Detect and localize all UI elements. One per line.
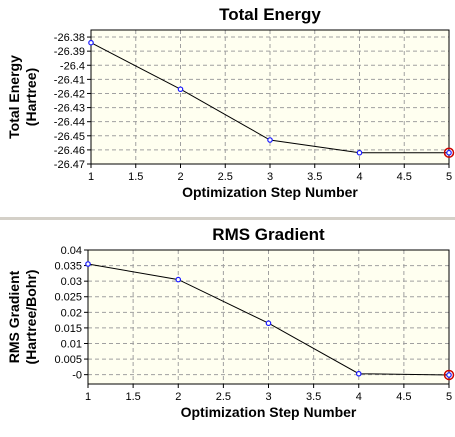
rms-data-point — [265, 320, 272, 327]
rms-x-tick-label: 2 — [175, 391, 181, 403]
energy-x-tick-label: 4.5 — [397, 171, 412, 183]
energy-x-tick-label: 2.5 — [218, 171, 233, 183]
rms-x-tick-label: 3 — [265, 391, 271, 403]
rms-plot-frame — [87, 249, 450, 385]
rms-gradient-chart-panel: RMS Gradient 1 1.5 2 2.5 3 3.5 4 4.5 5 0.04 0.035 0.… — [0, 220, 455, 437]
energy-title: Total Energy — [219, 5, 321, 24]
energy-data-point — [356, 149, 363, 156]
energy-x-tick-label: 5 — [446, 171, 452, 183]
rms-data-point — [446, 372, 452, 378]
energy-y-tick-label: -26.46 — [54, 145, 85, 157]
energy-highlight-ring — [443, 147, 455, 158]
energy-x-tick-label: 3.5 — [307, 171, 322, 183]
energy-y-tick-label: -26.45 — [54, 131, 85, 143]
energy-x-tick-label: 2 — [177, 171, 183, 183]
rms-y-tick-label: 0.03 — [61, 276, 82, 288]
rms-y-tick-label: -0 — [72, 370, 82, 382]
rms-x-tick-label: 3.5 — [306, 391, 321, 403]
rms-y-tick-label: 0.035 — [54, 261, 82, 273]
rms-x-tick-label: 4 — [356, 391, 362, 403]
rms-y-tick-label: 0.02 — [61, 307, 82, 319]
energy-x-axis-title: Optimization Step Number — [182, 184, 358, 200]
rms-x-axis-title: Optimization Step Number — [181, 404, 357, 420]
total-energy-chart-panel: Total Energy 1 1.5 2 2.5 3 3.5 4 4.5 5 -26.38 -26.3… — [0, 0, 455, 217]
energy-y-tick-label: -26.43 — [54, 103, 85, 115]
rms-y-tick-label: 0.01 — [61, 338, 82, 350]
energy-x-tick-label: 4 — [356, 171, 362, 183]
rms-y-tick-label: 0.015 — [54, 323, 82, 335]
energy-y-axis-title: Total Energy — [6, 55, 22, 139]
energy-plot-frame — [90, 29, 450, 165]
energy-y-tick-label: -26.47 — [54, 159, 85, 171]
rms-y-tick-label: 0.025 — [54, 292, 82, 304]
energy-x-tick-label: 1.5 — [128, 171, 143, 183]
rms-x-tick-label: 1 — [85, 391, 91, 403]
rms-x-tick-label: 4.5 — [396, 391, 411, 403]
energy-y-tick-label: -26.39 — [54, 46, 85, 58]
rms-data-point — [85, 261, 91, 267]
rms-y-axis-title: RMS Gradient — [6, 270, 22, 363]
energy-data-point — [177, 86, 184, 93]
energy-y-axis-unit: (Hartree) — [23, 68, 39, 126]
rms-y-axis-unit: (Hartree/Bohr) — [23, 270, 39, 365]
rms-x-tick-label: 5 — [446, 391, 452, 403]
rms-highlight-ring — [443, 369, 455, 381]
energy-data-point — [267, 137, 273, 143]
energy-y-tick-label: -26.42 — [54, 88, 85, 100]
energy-y-tick-label: -26.41 — [54, 74, 85, 86]
panel-divider — [0, 217, 455, 220]
energy-x-tick-label: 1 — [88, 171, 94, 183]
energy-data-point — [446, 149, 452, 156]
rms-data-point — [355, 370, 362, 377]
rms-title: RMS Gradient — [212, 225, 325, 244]
rms-y-tick-label: 0.005 — [54, 354, 82, 366]
rms-y-tick-label: 0.04 — [61, 245, 82, 257]
energy-y-tick-label: -26.44 — [54, 117, 85, 129]
total-energy-chart: Total Energy 1 1.5 2 2.5 3 3.5 4 4.5 5 -26.38 -26.3… — [6, 5, 455, 200]
rms-x-tick-label: 2.5 — [216, 391, 231, 403]
rms-x-tick-label: 1.5 — [125, 391, 140, 403]
energy-data-point — [88, 39, 94, 46]
rms-data-point — [175, 276, 182, 283]
energy-y-tick-label: -26.38 — [54, 32, 85, 44]
rms-gradient-chart: RMS Gradient 1 1.5 2 2.5 3 3.5 4 4.5 5 0.04 0.035 0.… — [6, 225, 455, 420]
energy-y-tick-label: -26.4 — [60, 60, 85, 72]
energy-x-tick-label: 3 — [267, 171, 273, 183]
